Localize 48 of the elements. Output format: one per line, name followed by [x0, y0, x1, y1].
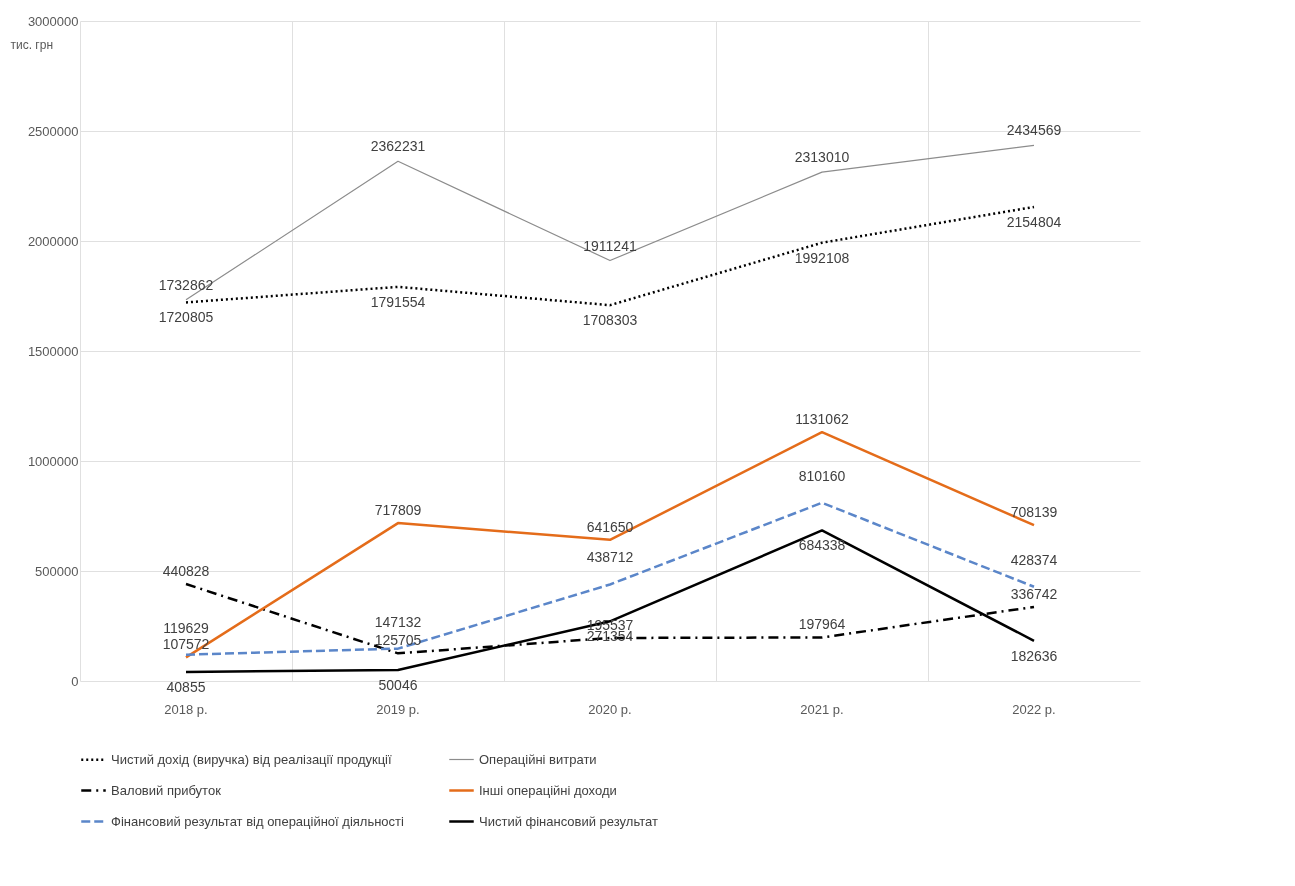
- x-tick-label: 2018 р.: [164, 701, 208, 717]
- data-label: 336742: [1010, 585, 1058, 602]
- data-label: 2362231: [370, 138, 426, 155]
- data-label: 440828: [162, 563, 210, 580]
- data-label: 2154804: [1006, 213, 1062, 230]
- data-label: 1791554: [370, 293, 426, 310]
- data-label: 810160: [798, 467, 846, 484]
- data-label: 717809: [374, 502, 422, 519]
- legend-label: Операційні витрати: [479, 751, 597, 767]
- y-tick-label: 3000000: [27, 13, 79, 29]
- data-label: 1720805: [158, 309, 214, 326]
- data-label: 125705: [374, 632, 422, 649]
- y-axis-title: тис. грн: [10, 37, 54, 52]
- data-label: 1992108: [794, 249, 850, 266]
- data-label: 684338: [798, 537, 846, 554]
- legend-label: Інші операційні доходи: [479, 782, 617, 798]
- legend-label: Чистий фінансовий результат: [479, 813, 658, 829]
- data-label: 1732862: [158, 276, 214, 293]
- data-label: 1131062: [795, 411, 849, 428]
- y-tick-label: 0: [71, 673, 79, 689]
- data-label: 119629: [163, 619, 210, 636]
- data-label: 2434569: [1006, 122, 1062, 139]
- data-label: 438712: [586, 549, 634, 566]
- data-label: 1708303: [582, 312, 638, 329]
- data-label: 428374: [1010, 551, 1058, 568]
- y-tick-label: 2500000: [27, 123, 79, 139]
- data-label: 2313010: [794, 149, 850, 166]
- data-label: 708139: [1010, 504, 1058, 521]
- data-label: 50046: [378, 676, 418, 693]
- y-tick-label: 2000000: [27, 233, 79, 249]
- x-tick-label: 2022 р.: [1012, 701, 1056, 717]
- x-tick-label: 2019 р.: [376, 701, 420, 717]
- data-label: 197964: [798, 616, 846, 633]
- y-tick-label: 1500000: [27, 343, 79, 359]
- data-label: 182636: [1010, 647, 1058, 664]
- data-label: 1911241: [583, 237, 637, 254]
- data-label: 107572: [162, 636, 210, 653]
- legend-label: Чистий дохід (виручка) від реалізації продукції: [111, 751, 392, 767]
- data-label: 147132: [374, 613, 422, 630]
- data-label: 195537: [586, 616, 634, 633]
- y-tick-label: 500000: [35, 563, 79, 579]
- data-label: 641650: [586, 518, 634, 535]
- data-label: 40855: [166, 679, 206, 696]
- legend-label: Фінансовий результат від операційної діяльності: [111, 813, 405, 829]
- x-tick-label: 2021 р.: [800, 701, 844, 717]
- y-tick-label: 1000000: [27, 453, 79, 469]
- legend-label: Валовий прибуток: [111, 782, 222, 798]
- x-tick-label: 2020 р.: [588, 701, 632, 717]
